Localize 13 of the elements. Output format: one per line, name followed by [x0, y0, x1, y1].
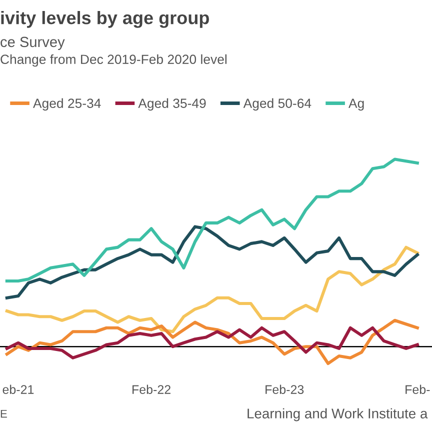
legend-label: Aged 35-49 [138, 98, 206, 111]
text: Change from Dec 2019-Feb 2020 level [0, 54, 226, 67]
x-tick-label: eb-21 [2, 384, 34, 394]
legend-label: Aged 50-64 [243, 98, 312, 111]
legend-label: Ag [348, 98, 364, 111]
text: Learning and Work Institute a [248, 408, 428, 422]
legend-label: Aged 25-34 [33, 98, 101, 111]
x-tick-label: Feb- [406, 384, 430, 394]
chart-subtitle: ce Survey [0, 36, 65, 50]
x-tick-label: Feb-22 [132, 384, 170, 394]
chart-title: ivity levels by age group [1, 10, 209, 28]
text: E [0, 410, 7, 418]
x-tick-label: Feb-23 [266, 384, 304, 394]
